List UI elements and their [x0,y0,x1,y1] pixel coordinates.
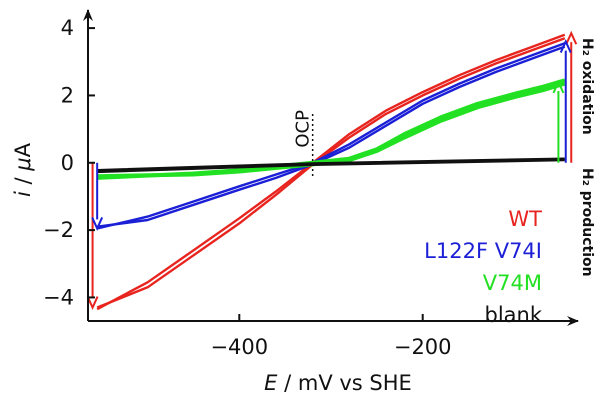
x-tick-label: −400 [210,335,268,359]
legend-entry-1: WT [508,207,542,231]
legend-entry-3: V74M [483,271,542,295]
side-label-production: H₂ production [579,168,595,277]
y-tick-label: 2 [61,83,74,107]
legend-entry-2: L122F V74I [424,239,542,263]
y-tick-label: 4 [61,16,74,40]
side-label-oxidation: H₂ oxidation [579,38,595,135]
scan-arrow-head-2 [91,217,104,231]
series-1-reverse-scan [96,37,566,309]
scan-arrow-head-5 [552,79,565,94]
scan-arrow-head-3 [565,30,578,45]
y-tick-label: −4 [43,285,74,309]
y-axis-title: i / μA [11,142,35,197]
ocp-label: OCP [293,110,314,148]
series-2-reverse-scan [97,45,566,228]
x-tick-label: −200 [394,335,452,359]
series-layer [96,33,566,311]
x-axis-title: E / mV vs SHE [264,371,412,395]
legend: WT L122F V74I V74M blank [424,207,543,327]
y-tick-label: 0 [61,151,74,175]
series-4-forward-scan [97,157,565,172]
series-1-forward-scan [96,33,566,311]
x-ticks: −400 −200 [210,314,452,359]
scan-arrow-head-1 [86,296,99,310]
legend-entry-4: blank [484,303,542,327]
y-ticks: 4 2 0 −2 −4 [43,16,95,309]
series-2-forward-scan [96,42,566,230]
y-tick-label: −2 [43,218,74,242]
series-3-reverse-scan [97,81,566,179]
scan-arrow-head-4 [559,39,572,53]
